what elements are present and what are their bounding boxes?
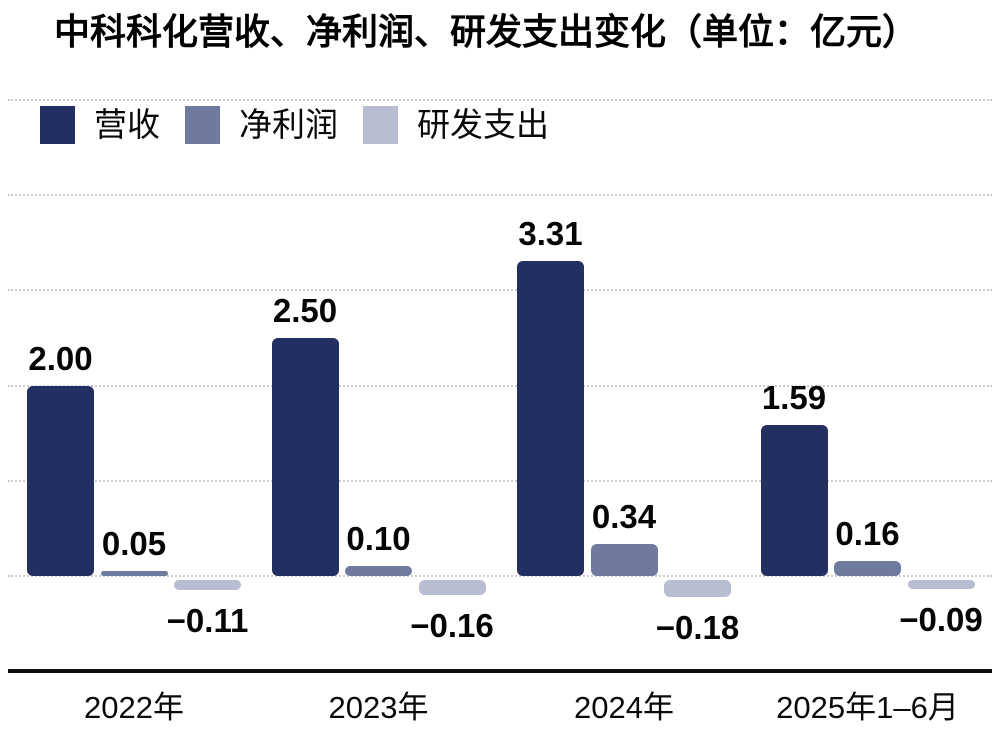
- value-label-revenue-0: 2.00: [28, 339, 93, 377]
- x-axis-label-1: 2023年: [328, 690, 429, 725]
- legend-label-net-profit: 净利润: [239, 106, 338, 143]
- bar-revenue-2: [517, 260, 584, 576]
- legend-swatch-revenue: [40, 106, 75, 144]
- gridline-y1: [8, 479, 992, 482]
- legend-item-rd-expense: 研发支出: [363, 105, 549, 145]
- legend-swatch-rd-expense: [363, 106, 398, 144]
- value-label-net-profit-0: 0.05: [101, 525, 167, 563]
- bar-net-profit-1: [345, 566, 412, 576]
- value-label-net-profit-3: 0.16: [835, 514, 900, 552]
- value-label-revenue-3: 1.59: [761, 378, 827, 416]
- value-label-rd-expense-3: −0.09: [899, 600, 983, 638]
- x-axis-label-0: 2022年: [84, 690, 184, 725]
- chart-title: 中科科化营收、净利润、研发支出变化（单位：亿元）: [54, 11, 919, 52]
- legend: 营收 净利润 研发支出: [40, 105, 549, 145]
- legend-item-net-profit: 净利润: [185, 105, 338, 145]
- legend-label-rd-expense: 研发支出: [417, 106, 549, 143]
- bar-rd-expense-2: [664, 580, 731, 598]
- value-label-revenue-1: 2.50: [272, 291, 338, 329]
- gridline-y0: [8, 575, 992, 577]
- bar-net-profit-3: [834, 560, 901, 576]
- bar-net-profit-0: [100, 571, 168, 576]
- bar-revenue-1: [271, 337, 339, 576]
- bar-rd-expense-3: [907, 580, 975, 589]
- gridline-y5: [8, 98, 992, 101]
- value-label-rd-expense-1: −0.16: [410, 607, 494, 645]
- x-axis-line: [8, 669, 992, 673]
- bar-revenue-3: [760, 424, 828, 576]
- legend-swatch-net-profit: [185, 106, 220, 144]
- bar-revenue-0: [27, 385, 94, 576]
- value-label-revenue-2: 3.31: [518, 214, 583, 252]
- legend-label-revenue: 营收: [94, 106, 160, 143]
- x-axis-label-3: 2025年1–6月: [776, 690, 959, 725]
- value-label-rd-expense-0: −0.11: [166, 602, 249, 640]
- value-label-net-profit-1: 0.10: [346, 520, 411, 558]
- gridline-y2: [8, 384, 992, 387]
- x-axis-label-2: 2024年: [574, 690, 674, 725]
- bar-rd-expense-1: [418, 580, 486, 596]
- bar-net-profit-2: [590, 543, 658, 576]
- bar-rd-expense-0: [174, 580, 241, 591]
- gridline-y3: [8, 289, 992, 292]
- value-label-rd-expense-2: −0.18: [655, 609, 740, 647]
- value-label-net-profit-2: 0.34: [591, 497, 657, 535]
- legend-item-revenue: 营收: [40, 105, 160, 145]
- gridline-y4: [8, 194, 992, 196]
